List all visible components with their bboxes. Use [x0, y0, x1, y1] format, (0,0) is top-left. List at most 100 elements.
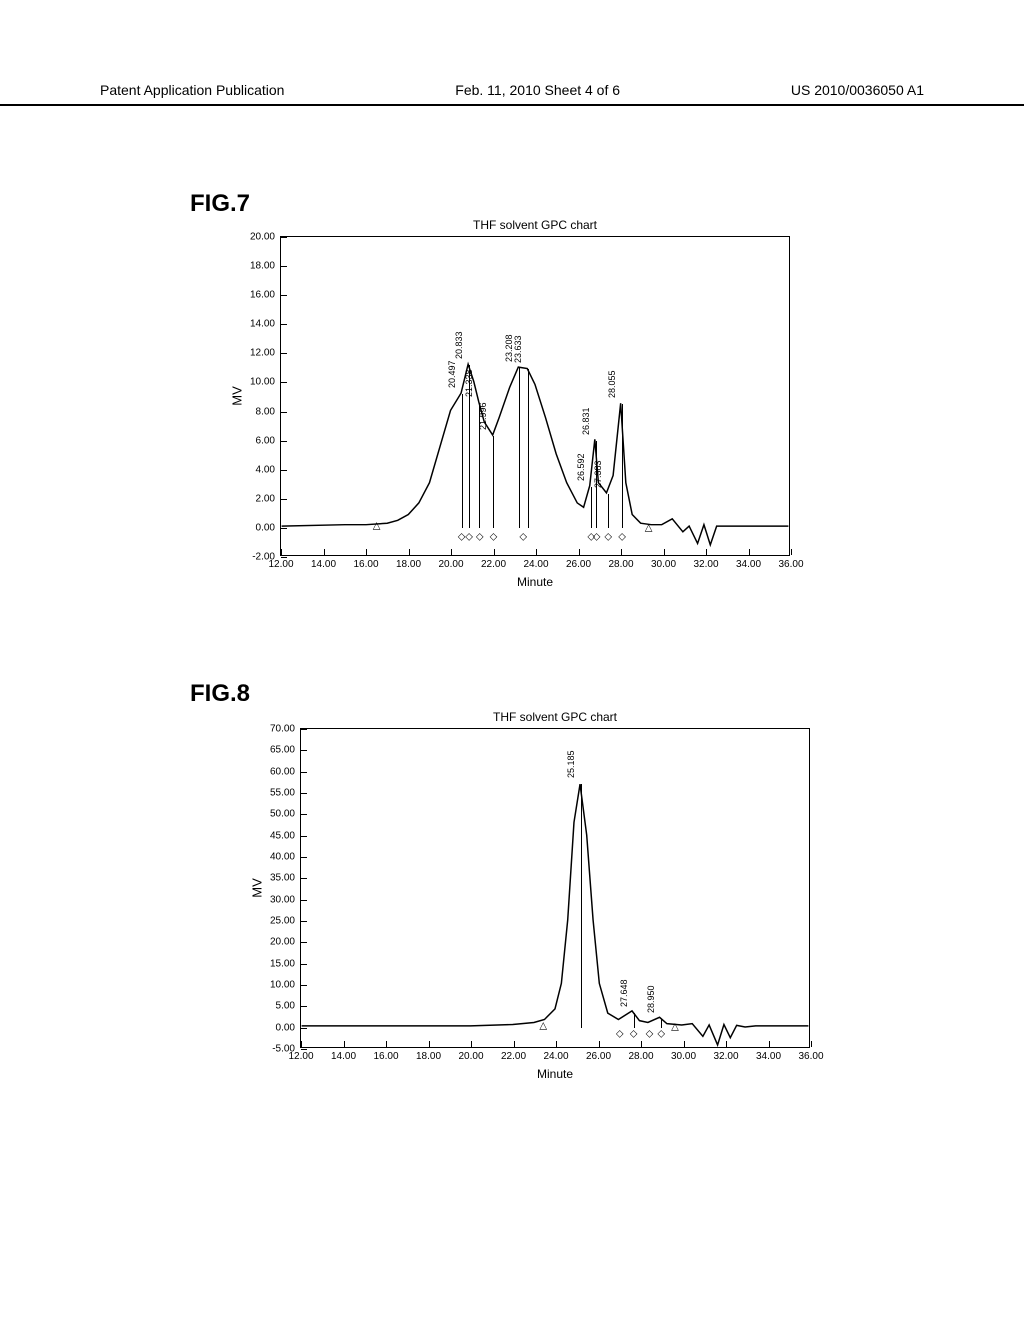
peak-dropline [661, 1019, 662, 1028]
chart-marker: ◇ [604, 531, 612, 542]
x-tick-label: 16.00 [353, 555, 378, 570]
y-tick [301, 750, 307, 751]
header-center: Feb. 11, 2010 Sheet 4 of 6 [455, 82, 620, 98]
fig8-label: FIG.8 [190, 680, 250, 708]
x-tick-label: 28.00 [608, 555, 633, 570]
y-tick [301, 1028, 307, 1029]
fig7-trace-svg [281, 237, 789, 555]
chart-marker: ◇ [476, 531, 484, 542]
x-tick-label: 28.00 [628, 1047, 653, 1062]
chart-marker: ◇ [490, 531, 498, 542]
y-tick-label: 15.00 [270, 958, 301, 969]
header-right: US 2010/0036050 A1 [791, 82, 924, 98]
peak-dropline [493, 436, 494, 528]
y-tick-label: 55.00 [270, 788, 301, 799]
peak-dropline [519, 368, 520, 528]
peak-label: 23.633 [513, 336, 523, 364]
y-tick-label: 25.00 [270, 916, 301, 927]
y-tick-label: 14.00 [250, 319, 281, 330]
peak-dropline [581, 784, 582, 1027]
chart-marker: ◇ [616, 1029, 624, 1040]
peak-label: 25.185 [566, 751, 576, 779]
y-tick-label: 20.00 [250, 232, 281, 243]
y-tick [281, 499, 287, 500]
fig7-xlabel: Minute [517, 575, 553, 589]
peak-dropline [634, 1013, 635, 1028]
x-tick-label: 30.00 [671, 1047, 696, 1062]
x-tick-label: 34.00 [736, 555, 761, 570]
y-tick [281, 470, 287, 471]
y-tick-label: 30.00 [270, 894, 301, 905]
y-tick-label: 5.00 [276, 1001, 301, 1012]
y-tick [281, 528, 287, 529]
page-header: Patent Application Publication Feb. 11, … [0, 82, 1024, 106]
chart-marker: △ [671, 1021, 679, 1032]
chart-marker: ◇ [618, 531, 626, 542]
y-tick-label: 6.00 [256, 435, 281, 446]
x-tick-label: 24.00 [543, 1047, 568, 1062]
x-tick-label: 12.00 [268, 555, 293, 570]
fig7-title: THF solvent GPC chart [280, 218, 790, 232]
fig7-label: FIG.7 [190, 190, 250, 218]
fig8-xlabel: Minute [537, 1067, 573, 1081]
peak-label: 21.338 [464, 369, 474, 397]
x-tick-label: 24.00 [523, 555, 548, 570]
y-tick [301, 836, 307, 837]
y-tick-label: 10.00 [250, 377, 281, 388]
fig8-trace-svg [301, 729, 809, 1047]
peak-label: 21.996 [478, 403, 488, 431]
y-tick [301, 772, 307, 773]
y-tick [281, 324, 287, 325]
x-tick-label: 18.00 [396, 555, 421, 570]
y-tick-label: 50.00 [270, 809, 301, 820]
y-tick [301, 985, 307, 986]
peak-label: 28.055 [607, 371, 617, 399]
fig8-plot-area: MV Minute -5.000.005.0010.0015.0020.0025… [300, 728, 810, 1048]
y-tick [301, 1006, 307, 1007]
fig7-chart: THF solvent GPC chart MV Minute -2.000.0… [280, 218, 790, 556]
y-tick [281, 295, 287, 296]
x-tick-label: 14.00 [331, 1047, 356, 1062]
chart-marker: ◇ [630, 1029, 638, 1040]
fig7-ylabel: MV [230, 386, 245, 406]
y-tick-label: 18.00 [250, 261, 281, 272]
y-tick-label: 60.00 [270, 766, 301, 777]
y-tick-label: 16.00 [250, 290, 281, 301]
y-tick-label: 0.00 [256, 522, 281, 533]
y-tick [301, 900, 307, 901]
x-tick-label: 34.00 [756, 1047, 781, 1062]
peak-dropline [462, 394, 463, 528]
y-tick [301, 942, 307, 943]
x-tick-label: 26.00 [586, 1047, 611, 1062]
y-tick-label: 2.00 [256, 493, 281, 504]
chart-marker: ◇ [657, 1029, 665, 1040]
y-tick [301, 964, 307, 965]
chart-marker: ◇ [593, 531, 601, 542]
peak-label: 26.831 [581, 407, 591, 435]
x-tick-label: 30.00 [651, 555, 676, 570]
chart-marker: △ [539, 1020, 547, 1031]
x-tick-label: 12.00 [288, 1047, 313, 1062]
x-tick-label: 36.00 [778, 555, 803, 570]
y-tick-label: 20.00 [270, 937, 301, 948]
y-tick [281, 441, 287, 442]
chart-marker: ◇ [465, 531, 473, 542]
y-tick-label: 0.00 [276, 1022, 301, 1033]
y-tick-label: 4.00 [256, 464, 281, 475]
x-tick-label: 20.00 [438, 555, 463, 570]
y-tick [301, 793, 307, 794]
chart-marker: ◇ [646, 1029, 654, 1040]
peak-label: 27.383 [593, 461, 603, 489]
y-tick-label: 45.00 [270, 830, 301, 841]
y-tick-label: 12.00 [250, 348, 281, 359]
x-tick-label: 36.00 [798, 1047, 823, 1062]
x-tick-label: 16.00 [373, 1047, 398, 1062]
x-tick-label: 22.00 [481, 555, 506, 570]
peak-dropline [622, 404, 623, 528]
y-tick [281, 266, 287, 267]
peak-label: 26.592 [576, 454, 586, 482]
y-tick [301, 729, 307, 730]
y-tick [301, 878, 307, 879]
chart-marker: △ [373, 521, 381, 532]
y-tick-label: 10.00 [270, 980, 301, 991]
